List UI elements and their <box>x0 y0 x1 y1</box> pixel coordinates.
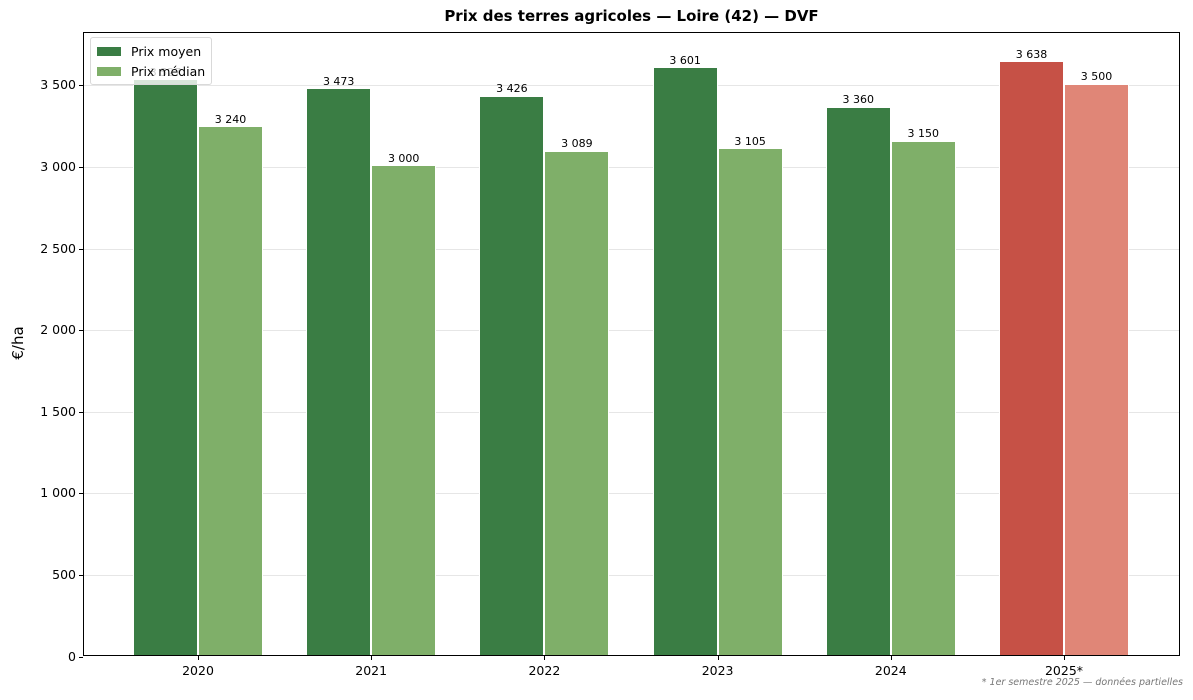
y-tick-mark <box>79 493 83 495</box>
y-tick-label: 1 500 <box>40 403 76 419</box>
gridline <box>84 330 1179 332</box>
x-tick-mark <box>544 656 546 660</box>
bar-mean <box>479 95 545 655</box>
y-tick-mark <box>79 411 83 413</box>
bar-value-label: 3 360 <box>842 93 875 107</box>
gridline <box>84 493 1179 495</box>
legend-item-mean: Prix moyen <box>97 41 205 61</box>
x-tick-mark <box>1064 656 1065 660</box>
y-tick-label: 3 000 <box>40 158 76 174</box>
y-tick-label: 3 500 <box>40 77 76 93</box>
bar-mean <box>825 106 891 655</box>
bar-value-label: 3 500 <box>1080 70 1113 84</box>
bar-median <box>544 150 610 655</box>
bar-median <box>371 165 437 655</box>
bar-median <box>717 148 783 655</box>
bar-median <box>1064 83 1129 655</box>
bar-value-label: 3 473 <box>322 74 355 88</box>
bar-median <box>198 126 263 655</box>
bar-mean <box>306 88 372 655</box>
x-tick-mark <box>371 656 373 660</box>
legend-item-median: Prix médian <box>97 61 205 81</box>
bar-mean <box>133 79 198 655</box>
legend-label-mean: Prix moyen <box>131 43 202 59</box>
gridline <box>84 166 1179 168</box>
footnote: * 1er semestre 2025 — données partielles <box>981 677 1183 688</box>
y-tick-mark <box>79 248 83 250</box>
x-tick-mark <box>198 656 199 660</box>
gridline <box>84 574 1179 576</box>
x-tick-label: 2024 <box>874 663 907 678</box>
y-tick-mark <box>79 574 83 576</box>
chart-title: Prix des terres agricoles — Loire (42) —… <box>444 7 819 25</box>
plot-area <box>83 32 1180 656</box>
bar-value-label: 3 089 <box>561 137 593 151</box>
x-tick-mark <box>890 656 892 660</box>
bar-value-label: 3 000 <box>387 151 420 165</box>
x-tick-label: 2022 <box>528 663 561 678</box>
y-tick-label: 0 <box>68 648 76 664</box>
y-tick-label: 1 000 <box>40 485 76 501</box>
gridline <box>84 248 1179 250</box>
bar-value-label: 3 638 <box>1015 47 1048 61</box>
gridline <box>84 411 1179 413</box>
y-tick-label: 2 500 <box>40 240 76 256</box>
bar-value-label: 3 601 <box>669 53 701 67</box>
x-tick-label: 2023 <box>701 663 734 678</box>
y-tick-mark <box>79 656 83 658</box>
x-tick-label: 2021 <box>355 663 388 678</box>
bar-mean <box>999 61 1064 655</box>
bar-value-label: 3 105 <box>734 134 766 148</box>
bar-value-label: 3 426 <box>496 82 528 96</box>
y-tick-mark <box>79 85 83 87</box>
bar-value-label: 3 240 <box>214 112 247 126</box>
y-tick-label: 500 <box>52 566 76 582</box>
x-tick-label: 2025* <box>1044 663 1084 678</box>
y-tick-label: 2 000 <box>40 322 76 338</box>
gridline <box>84 85 1179 87</box>
x-tick-label: 2020 <box>182 663 214 678</box>
y-tick-mark <box>79 330 83 332</box>
bar-value-label: 3 150 <box>907 127 940 141</box>
bar-mean <box>652 67 718 655</box>
x-tick-mark <box>717 656 719 660</box>
y-tick-mark <box>79 166 83 168</box>
legend: Prix moyen Prix médian <box>90 37 213 85</box>
bar-median <box>890 140 956 655</box>
legend-label-median: Prix médian <box>131 63 206 79</box>
legend-swatch-mean <box>97 46 121 56</box>
legend-swatch-median <box>97 66 121 76</box>
